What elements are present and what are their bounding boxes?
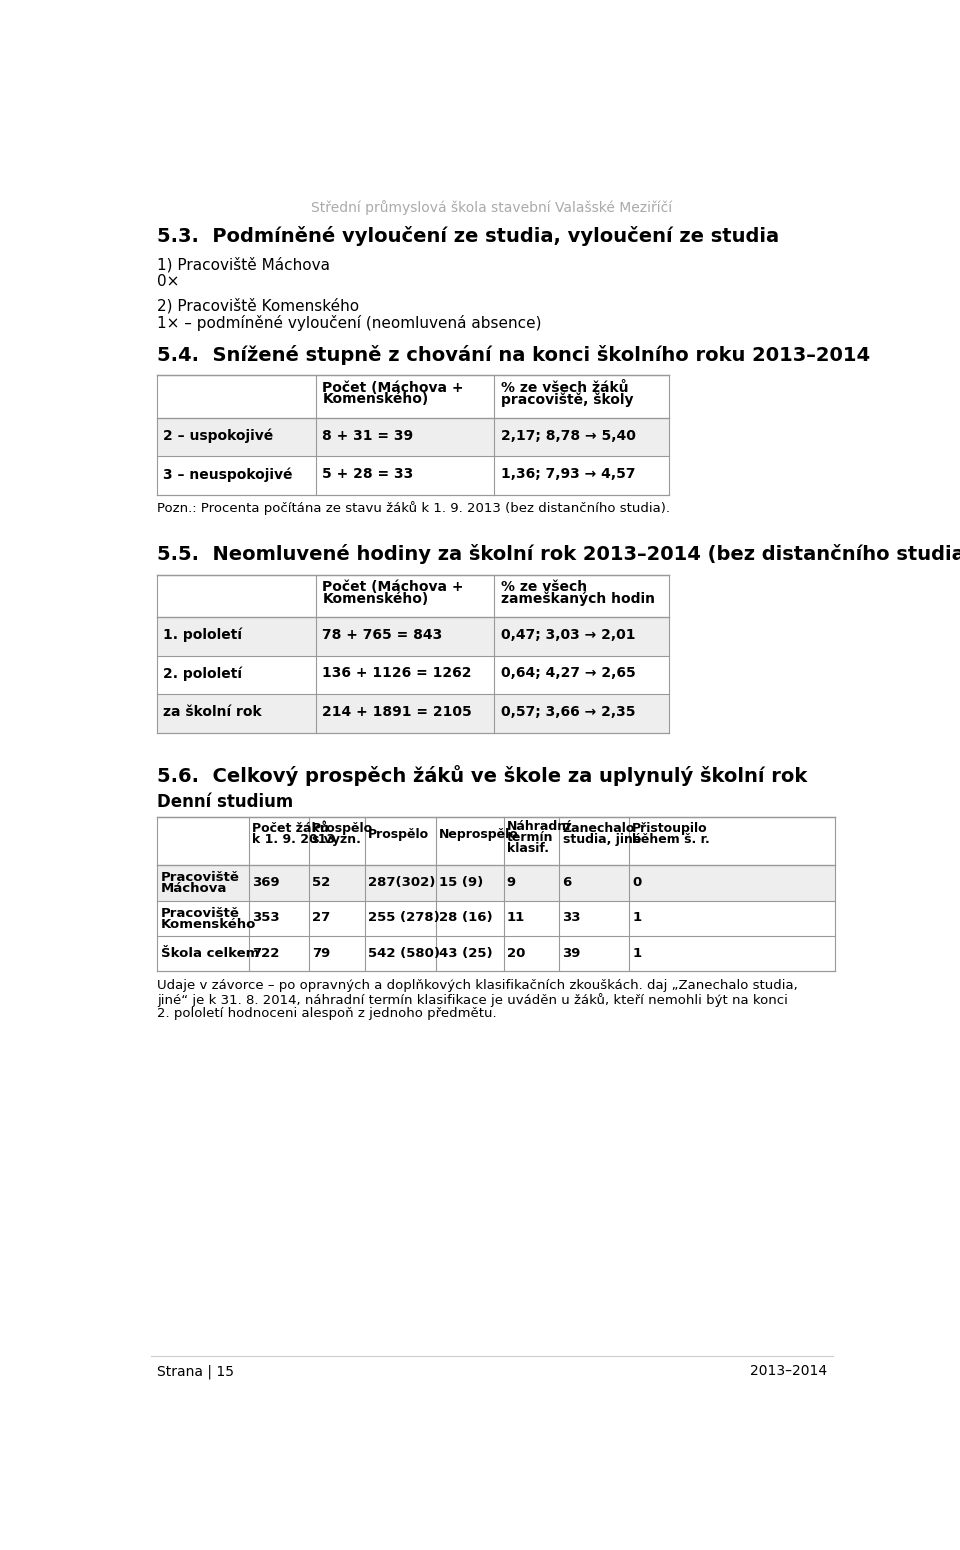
Text: 2 – uspokojivé: 2 – uspokojivé <box>163 428 274 443</box>
Text: jiné“ je k 31. 8. 2014, náhradní termín klasifikace je uváděn u žáků, kteří nemo: jiné“ je k 31. 8. 2014, náhradní termín … <box>157 994 788 1008</box>
Text: 52: 52 <box>312 876 330 888</box>
Text: Denní studium: Denní studium <box>157 792 294 811</box>
Text: termín: termín <box>507 831 553 845</box>
Text: Máchova: Máchova <box>161 882 228 894</box>
Text: Strana | 15: Strana | 15 <box>157 1364 234 1378</box>
Text: pracoviště, školy: pracoviště, školy <box>500 392 633 406</box>
Text: 33: 33 <box>563 911 581 924</box>
Text: 20: 20 <box>507 947 525 959</box>
Text: Komenského): Komenského) <box>323 392 428 406</box>
Text: 5.4.  Snížené stupně z chování na konci školního roku 2013–2014: 5.4. Snížené stupně z chování na konci š… <box>157 344 871 364</box>
Bar <box>157 656 669 694</box>
Text: 8 + 31 = 39: 8 + 31 = 39 <box>323 428 414 443</box>
Text: 39: 39 <box>563 947 581 959</box>
Text: 542 (580): 542 (580) <box>368 947 440 959</box>
Bar <box>157 575 669 617</box>
Bar <box>157 375 669 418</box>
Bar <box>157 817 835 865</box>
Text: 0×: 0× <box>157 274 180 288</box>
Text: Komenského): Komenského) <box>323 592 428 606</box>
Text: studia, jiné: studia, jiné <box>563 832 641 846</box>
Text: Pracoviště: Pracoviště <box>161 907 240 919</box>
Text: 1: 1 <box>633 947 641 959</box>
Bar <box>157 694 669 733</box>
Text: 353: 353 <box>252 911 279 924</box>
Text: 0,57; 3,66 → 2,35: 0,57; 3,66 → 2,35 <box>500 705 635 719</box>
Text: během š. r.: během š. r. <box>633 832 710 846</box>
Text: 2. pololetí: 2. pololetí <box>163 666 242 680</box>
Text: 136 + 1126 = 1262: 136 + 1126 = 1262 <box>323 666 471 680</box>
Bar <box>157 936 835 972</box>
Text: 9: 9 <box>507 876 516 888</box>
Text: 287(302): 287(302) <box>368 876 436 888</box>
Text: 2. pololetí hodnoceni alespoň z jednoho předmětu.: 2. pololetí hodnoceni alespoň z jednoho … <box>157 1008 497 1020</box>
Text: Škola celkem: Škola celkem <box>161 947 259 959</box>
Text: 2013–2014: 2013–2014 <box>750 1364 827 1378</box>
Text: 6: 6 <box>563 876 572 888</box>
Text: 1: 1 <box>633 911 641 924</box>
Text: 78 + 765 = 843: 78 + 765 = 843 <box>323 628 443 642</box>
Text: 5.5.  Neomluvené hodiny za školní rok 2013–2014 (bez distančního studia): 5.5. Neomluvené hodiny za školní rok 201… <box>157 544 960 564</box>
Bar <box>157 456 669 494</box>
Text: zameškaných hodin: zameškaných hodin <box>500 592 655 606</box>
Text: 5 + 28 = 33: 5 + 28 = 33 <box>323 467 414 480</box>
Text: 5.6.  Celkový prospěch žáků ve škole za uplynulý školní rok: 5.6. Celkový prospěch žáků ve škole za u… <box>157 766 807 786</box>
Text: 1. pololetí: 1. pololetí <box>163 628 242 643</box>
Text: % ze všech: % ze všech <box>500 580 587 594</box>
Text: 2) Pracoviště Komenského: 2) Pracoviště Komenského <box>157 299 359 315</box>
Text: Udaje v závorce – po opravných a doplňkových klasifikačních zkouškách. daj „Zane: Udaje v závorce – po opravných a doplňko… <box>157 980 798 992</box>
Text: 11: 11 <box>507 911 525 924</box>
Bar <box>157 865 835 901</box>
Text: Komenského: Komenského <box>161 918 256 930</box>
Text: Pozn.: Procenta počítána ze stavu žáků k 1. 9. 2013 (bez distančního studia).: Pozn.: Procenta počítána ze stavu žáků k… <box>157 501 670 515</box>
Text: klasif.: klasif. <box>507 842 549 856</box>
Text: k 1. 9. 2013: k 1. 9. 2013 <box>252 832 335 846</box>
Text: Počet (Máchova +: Počet (Máchova + <box>323 580 464 594</box>
Text: 43 (25): 43 (25) <box>440 947 492 959</box>
Text: 1,36; 7,93 → 4,57: 1,36; 7,93 → 4,57 <box>500 467 635 480</box>
Text: 0: 0 <box>633 876 641 888</box>
Text: 722: 722 <box>252 947 279 959</box>
Text: Náhradní: Náhradní <box>507 820 571 834</box>
Text: 28 (16): 28 (16) <box>440 911 492 924</box>
Text: 27: 27 <box>312 911 330 924</box>
Text: 255 (278): 255 (278) <box>368 911 440 924</box>
Text: Zanechalo: Zanechalo <box>563 822 635 835</box>
Text: 3 – neuspokojivé: 3 – neuspokojivé <box>163 467 293 482</box>
Text: 0,64; 4,27 → 2,65: 0,64; 4,27 → 2,65 <box>500 666 636 680</box>
Text: 15 (9): 15 (9) <box>440 876 484 888</box>
Text: Přistoupilo: Přistoupilo <box>633 822 708 835</box>
Text: 369: 369 <box>252 876 279 888</box>
Text: 5.3.  Podmíněné vyloučení ze studia, vyloučení ze studia: 5.3. Podmíněné vyloučení ze studia, vylo… <box>157 226 780 246</box>
Bar <box>157 901 835 936</box>
Bar <box>157 418 669 456</box>
Text: 2,17; 8,78 → 5,40: 2,17; 8,78 → 5,40 <box>500 428 636 443</box>
Text: 0,47; 3,03 → 2,01: 0,47; 3,03 → 2,01 <box>500 628 635 642</box>
Text: Počet žáků: Počet žáků <box>252 822 328 835</box>
Text: 1× – podmíněné vyloučení (neomluvená absence): 1× – podmíněné vyloučení (neomluvená abs… <box>157 315 541 332</box>
Text: Prospělo: Prospělo <box>312 822 373 835</box>
Bar <box>157 617 669 656</box>
Text: Neprospělo: Neprospělo <box>440 828 519 842</box>
Text: za školní rok: za školní rok <box>163 705 262 719</box>
Text: Střední průmyslová škola stavební Valašské Meziříčí: Střední průmyslová škola stavební Valašs… <box>311 200 673 215</box>
Text: Pracoviště: Pracoviště <box>161 871 240 885</box>
Text: s vyzn.: s vyzn. <box>312 832 361 846</box>
Text: 214 + 1891 = 2105: 214 + 1891 = 2105 <box>323 705 472 719</box>
Text: Počet (Máchova +: Počet (Máchova + <box>323 381 464 395</box>
Text: Prospělo: Prospělo <box>368 828 429 842</box>
Text: 1) Pracoviště Máchova: 1) Pracoviště Máchova <box>157 257 330 273</box>
Text: 79: 79 <box>312 947 330 959</box>
Text: % ze všech žáků: % ze všech žáků <box>500 381 628 395</box>
